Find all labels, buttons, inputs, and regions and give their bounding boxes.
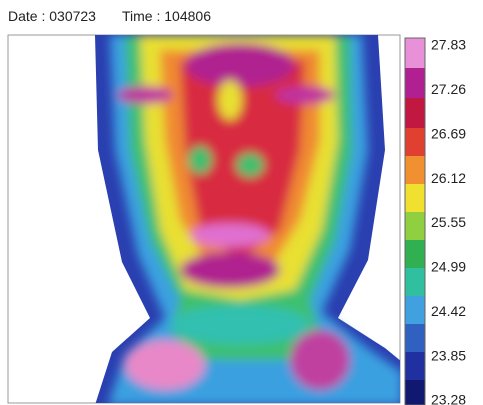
colorbar	[405, 38, 425, 405]
colorbar-label: 25.55	[431, 214, 466, 230]
colorbar-label: 26.69	[431, 125, 466, 141]
thermal-image	[95, 35, 402, 405]
screen: Date : 030723 Time : 104806	[0, 0, 483, 405]
colorbar-label: 26.12	[431, 170, 466, 186]
colorbar-label: 24.99	[431, 259, 466, 275]
colorbar-label: 23.85	[431, 347, 466, 363]
colorbar-label: 27.26	[431, 81, 466, 97]
colorbar-label: 27.83	[431, 37, 466, 53]
thermal-view: 27.83 27.26 26.69 26.12 25.55 24.99 24.42 23.85…	[0, 0, 483, 405]
colorbar-label: 23.28	[431, 392, 466, 405]
colorbar-label: 24.42	[431, 303, 466, 319]
